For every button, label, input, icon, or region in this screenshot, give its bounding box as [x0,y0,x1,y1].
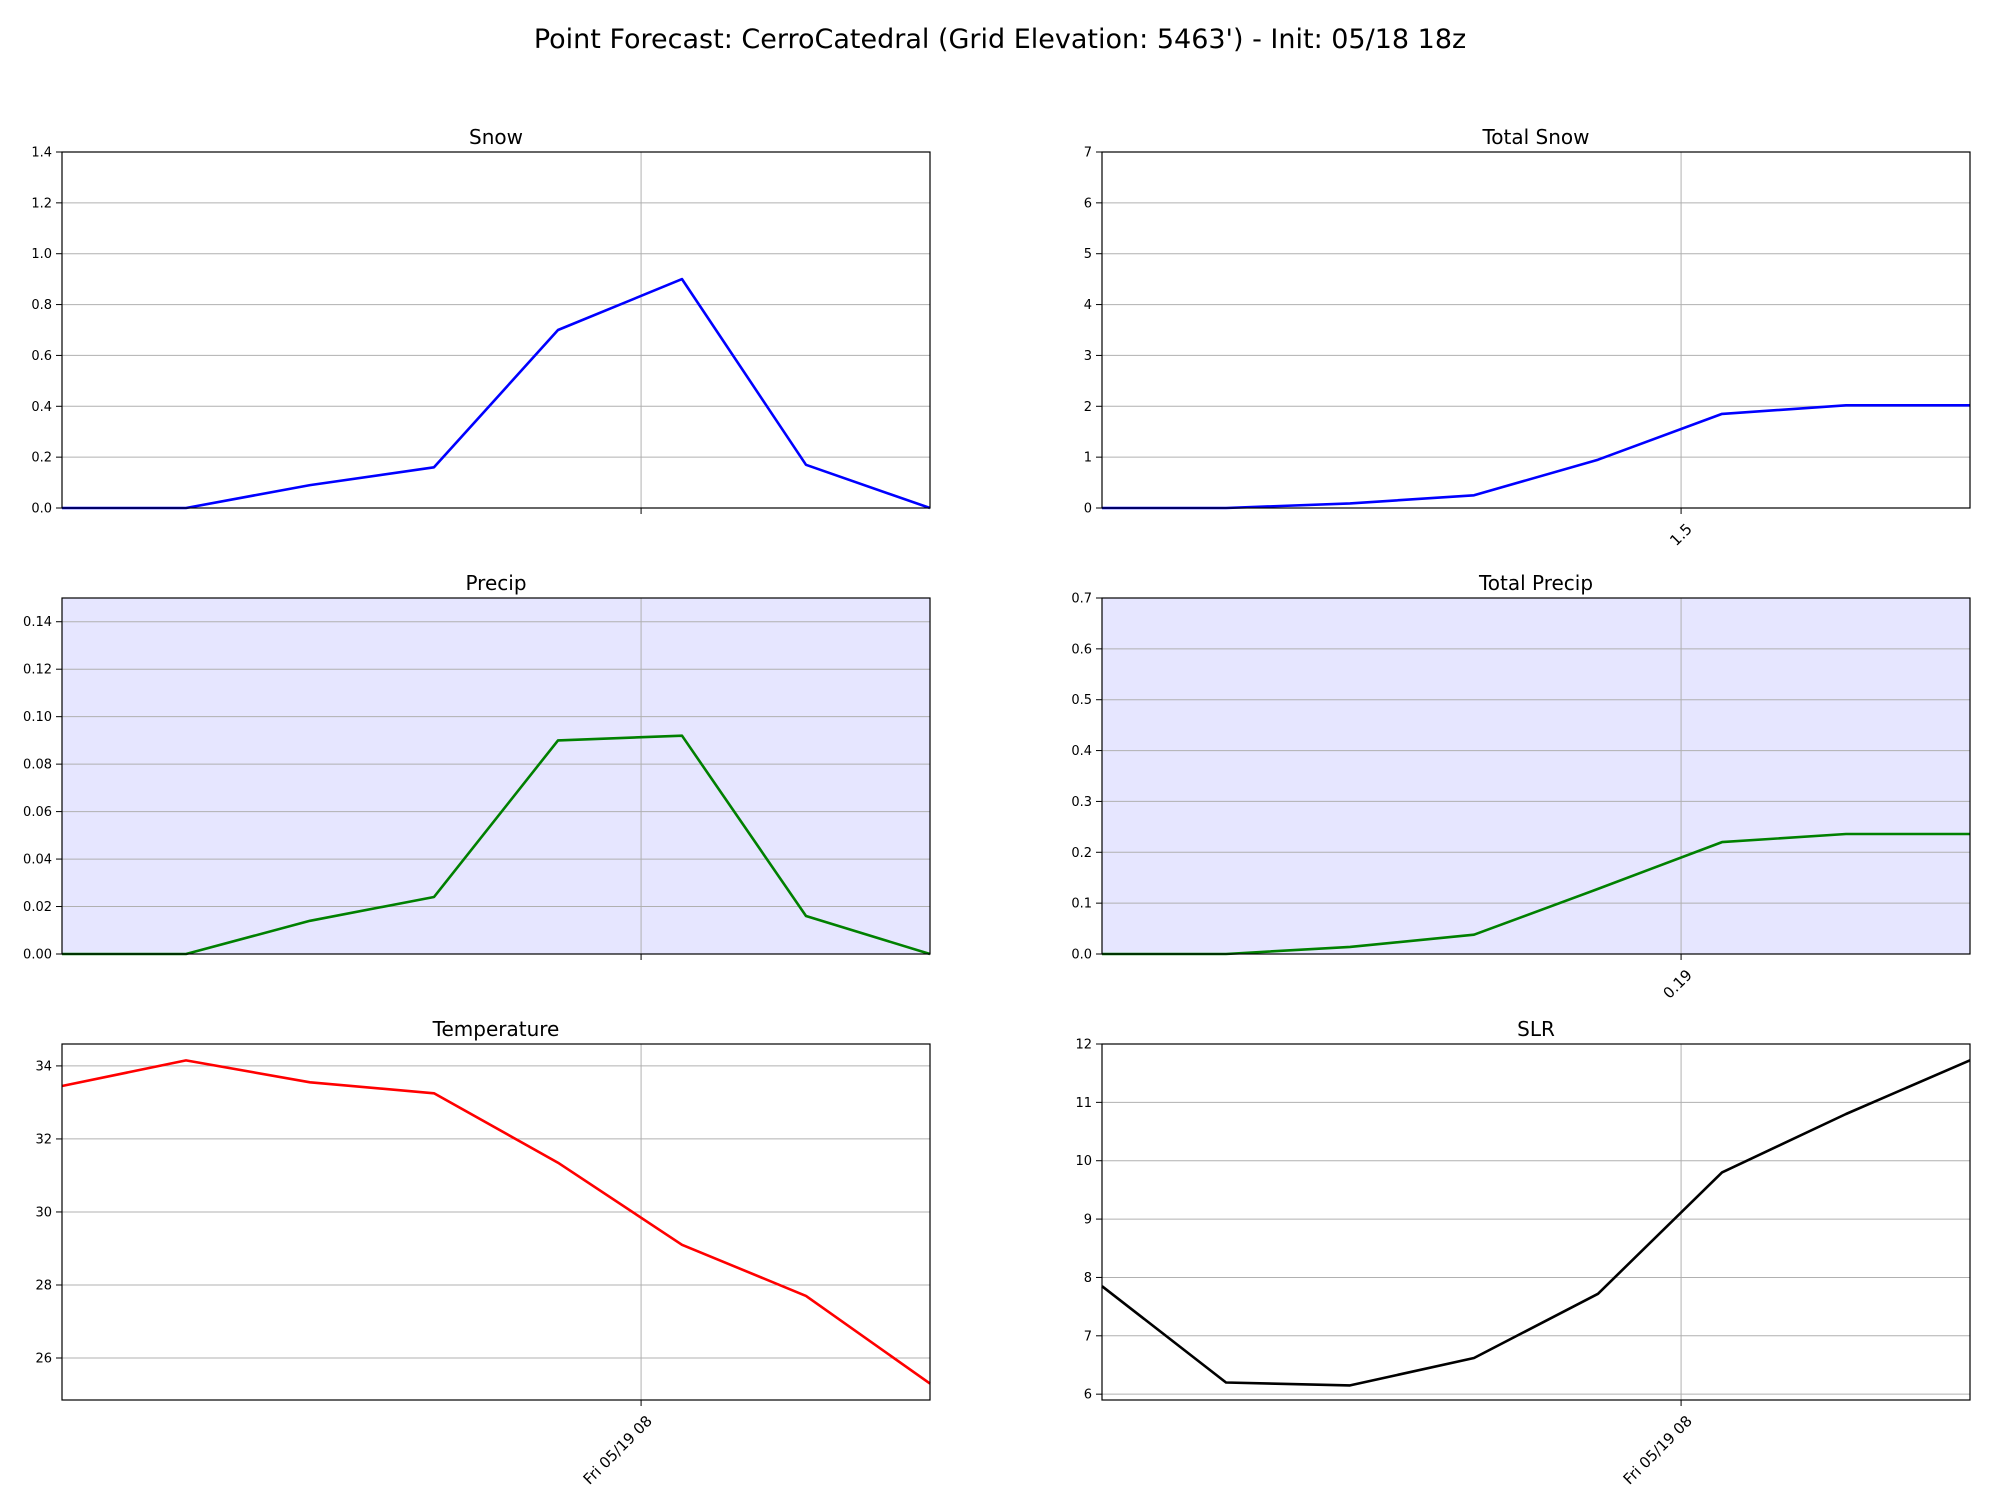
snow-plot-area [62,152,930,508]
total-precip-title: Total Precip [1478,571,1593,595]
slr-ytick-label: 12 [1075,1038,1092,1053]
precip-ytick-label: 0.14 [23,615,52,630]
total-precip-ytick-label: 0.2 [1071,846,1092,861]
precip-axes-frame [61,597,931,955]
total-snow-ytick-label: 2 [1084,400,1092,415]
slr-plot-area [1102,1044,1970,1400]
snow-ytick-label: 1.0 [31,247,52,262]
slr-axes-frame [1101,1043,1971,1401]
temperature-chart: 26 28 30 32 34 Fri 05/19 08 Temperature [35,1017,931,1488]
slr-ytick-label: 8 [1084,1271,1092,1286]
snow-ytick-label: 0.4 [31,400,52,415]
snow-axes-frame [61,151,931,509]
precip-series-line [62,734,931,956]
slr-ytick-label: 7 [1084,1329,1092,1344]
total-precip-ytick-label: 0.0 [1071,948,1092,963]
precip-ytick-label: 0.10 [23,710,52,725]
total-precip-axes-frame [1101,597,1971,955]
slr-series-line [1101,1059,1971,1387]
temperature-ytick-label: 28 [35,1278,52,1293]
total-precip-series-line [1102,832,1970,956]
total-precip-plot-area [1102,598,1970,954]
temperature-plot-area [62,1044,930,1400]
temperature-series-line [61,1059,931,1385]
snow-ytick-label: 1.4 [31,146,52,161]
total-snow-axes-frame [1101,151,1971,509]
slr-ytick-label: 9 [1084,1213,1092,1228]
temperature-ytick-label: 32 [35,1132,52,1147]
total-snow-title: Total Snow [1481,125,1589,149]
total-precip-ytick-label: 0.4 [1071,744,1092,759]
slr-xtick-label: Fri 05/19 08 [1620,1412,1696,1488]
total-snow-ytick-label: 5 [1084,247,1092,262]
snow-ytick-label: 0.8 [31,298,52,313]
precip-ytick-label: 0.02 [23,900,52,915]
total-snow-ytick-label: 4 [1084,298,1092,313]
total-snow-series-line [1102,403,1970,510]
total-precip-ytick-label: 0.5 [1071,693,1092,708]
total-precip-ytick-label: 0.1 [1071,897,1092,912]
figure-title: Point Forecast: CerroCatedral (Grid Elev… [533,24,1467,55]
snow-title: Snow [469,125,523,149]
total-precip-ytick-label: 0.3 [1071,795,1092,810]
total-snow-chart: 0 1 2 3 4 5 6 7 1.5 Total Snow [1084,125,1971,550]
temperature-ytick-label: 26 [35,1352,52,1367]
slr-ytick-label: 10 [1075,1154,1092,1169]
temperature-axes-frame [61,1043,931,1401]
precip-ytick-label: 0.06 [23,805,52,820]
precip-title: Precip [465,571,526,595]
total-snow-ytick-label: 6 [1084,196,1092,211]
snow-ytick-label: 0.0 [31,502,52,517]
slr-chart: 6 7 8 9 10 11 12 Fri 05/19 08 SLR [1075,1017,1971,1488]
total-snow-plot-area [1102,152,1970,508]
precip-ytick-label: 0.04 [23,853,52,868]
total-snow-ytick-label: 3 [1084,349,1092,364]
slr-ytick-label: 6 [1084,1388,1092,1403]
snow-ytick-label: 1.2 [31,196,52,211]
total-snow-xtick-label: 1.5 [1666,520,1696,550]
temperature-title: Temperature [432,1017,560,1041]
total-snow-ytick-label: 0 [1084,502,1092,517]
total-precip-chart: 0.0 0.1 0.2 0.3 0.4 0.5 0.6 0.7 0.19 Total Precip [1071,571,1971,1002]
precip-ytick-label: 0.00 [23,948,52,963]
slr-title: SLR [1517,1017,1555,1041]
temperature-xtick-label: Fri 05/19 08 [580,1412,656,1488]
temperature-ytick-label: 30 [35,1205,52,1220]
total-precip-xtick-label: 0.19 [1659,966,1695,1002]
slr-ytick-label: 11 [1075,1096,1092,1111]
total-snow-ytick-label: 7 [1084,146,1092,161]
temperature-ytick-label: 34 [35,1059,52,1074]
snow-series-line [62,277,931,510]
precip-ytick-label: 0.08 [23,758,52,773]
snow-ytick-label: 0.6 [31,349,52,364]
snow-ytick-label: 0.2 [31,451,52,466]
total-precip-ytick-label: 0.7 [1071,592,1092,607]
total-precip-ytick-label: 0.6 [1071,642,1092,657]
precip-chart: 0.00 0.02 0.04 0.06 0.08 0.10 0.12 0.14 Precip [23,571,931,963]
precip-ytick-label: 0.12 [23,663,52,678]
total-snow-ytick-label: 1 [1084,451,1092,466]
snow-chart: 0.0 0.2 0.4 0.6 0.8 1.0 1.2 1.4 Snow [31,125,931,517]
precip-plot-area [62,598,930,954]
